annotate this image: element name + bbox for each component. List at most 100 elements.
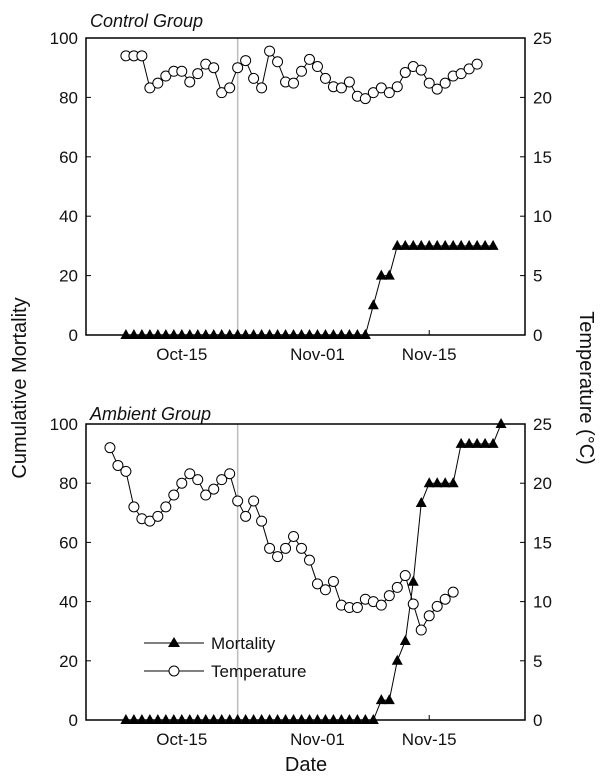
temperature-point	[296, 65, 308, 77]
mortality-point	[463, 239, 475, 250]
right-y-tick-label: 20	[533, 474, 552, 493]
left-y-tick-label: 20	[59, 267, 78, 286]
temperature-point	[351, 602, 363, 614]
right-y-tick-label: 0	[533, 326, 542, 345]
plot-frame	[85, 37, 526, 336]
mortality-point	[272, 329, 284, 339]
mortality-point	[367, 299, 379, 310]
mortality-point	[487, 239, 499, 250]
left-y-tick-label: 0	[69, 711, 78, 730]
left-y-tick-label: 40	[59, 593, 78, 612]
mortality-point	[272, 714, 284, 724]
x-tick-label: Nov-15	[402, 345, 457, 364]
mortality-point	[176, 714, 188, 724]
temperature-point	[391, 81, 403, 93]
mortality-series-line	[125, 245, 494, 336]
y-axis-label-left: Cumulative Mortality	[9, 297, 31, 478]
mortality-point	[415, 239, 427, 250]
temperature-point	[303, 53, 315, 65]
temperature-point	[144, 515, 156, 527]
mortality-point	[391, 239, 403, 250]
mortality-point	[359, 714, 371, 724]
left-y-axis-ticks: 0 20 40 60 80 100	[50, 415, 91, 730]
mortality-point	[431, 239, 443, 250]
mortality-point	[280, 329, 292, 339]
mortality-point	[303, 714, 315, 724]
temperature-point	[439, 593, 451, 605]
mortality-point	[288, 714, 300, 724]
mortality-point	[367, 714, 379, 724]
temperature-point	[256, 82, 268, 94]
temperature-point	[144, 82, 156, 94]
mortality-point	[375, 269, 387, 280]
temperature-point	[152, 77, 164, 89]
temperature-point	[272, 551, 284, 563]
left-y-tick-label: 80	[59, 88, 78, 107]
right-y-axis-ticks: 0 5 10 15 20 25	[520, 29, 552, 345]
temperature-point	[288, 530, 300, 542]
mortality-point	[471, 239, 483, 250]
mortality-point	[455, 239, 467, 250]
mortality-point	[423, 477, 435, 488]
mortality-point	[407, 575, 419, 586]
mortality-point	[200, 714, 212, 724]
right-y-tick-label: 5	[533, 267, 542, 286]
left-y-tick-label: 80	[59, 474, 78, 493]
temperature-point	[176, 477, 188, 489]
mortality-point	[391, 654, 403, 665]
temperature-point	[415, 64, 427, 76]
x-axis-label: Date	[285, 754, 327, 776]
mortality-point	[224, 329, 236, 339]
mortality-point	[311, 714, 323, 724]
temperature-point	[431, 600, 443, 612]
mortality-point	[431, 477, 443, 488]
ambient-group-panel: Ambient Group Oct-15 Nov-01 Nov-15 0 20 40 60…	[50, 404, 552, 749]
temperature-point	[240, 510, 252, 522]
mortality-point	[264, 714, 276, 724]
temperature-point	[216, 474, 228, 486]
temperature-point	[367, 87, 379, 99]
mortality-point	[375, 694, 387, 705]
mortality-point	[256, 714, 268, 724]
mortality-point	[319, 329, 331, 339]
temperature-point	[208, 483, 220, 495]
mortality-point	[335, 714, 347, 724]
mortality-point	[168, 329, 180, 339]
temperature-point	[471, 58, 483, 70]
legend-mortality-triangle-icon	[168, 637, 180, 647]
temperature-point	[439, 77, 451, 89]
mortality-point	[216, 714, 228, 724]
mortality-point	[351, 329, 363, 339]
x-axis-ticks: Oct-15 Nov-01 Nov-15	[156, 330, 457, 364]
temperature-point	[463, 63, 475, 75]
mortality-point	[383, 269, 395, 280]
temperature-point	[423, 610, 435, 622]
temperature-point	[280, 542, 292, 554]
temperature-point	[327, 575, 339, 587]
panel-title: Ambient Group	[89, 404, 211, 424]
mortality-point	[495, 418, 507, 428]
temperature-point	[288, 77, 300, 89]
temperature-point	[319, 72, 331, 84]
right-y-tick-label: 0	[533, 711, 542, 730]
x-tick-label: Nov-01	[290, 730, 345, 749]
temperature-point	[136, 50, 148, 62]
right-y-tick-label: 15	[533, 533, 552, 552]
mortality-point	[447, 477, 459, 488]
temperature-point	[208, 62, 220, 74]
temperature-point	[343, 76, 355, 88]
mortality-point	[407, 239, 419, 250]
temperature-point	[447, 586, 459, 598]
temperature-point	[256, 515, 268, 527]
mortality-point	[160, 329, 172, 339]
mortality-point	[311, 329, 323, 339]
temperature-point	[264, 45, 276, 57]
mortality-point	[136, 329, 148, 339]
temperature-point	[455, 68, 467, 80]
temperature-point	[128, 501, 140, 513]
temperature-point	[240, 55, 252, 67]
left-y-tick-label: 60	[59, 148, 78, 167]
temperature-point	[272, 56, 284, 68]
temperature-point	[311, 61, 323, 73]
